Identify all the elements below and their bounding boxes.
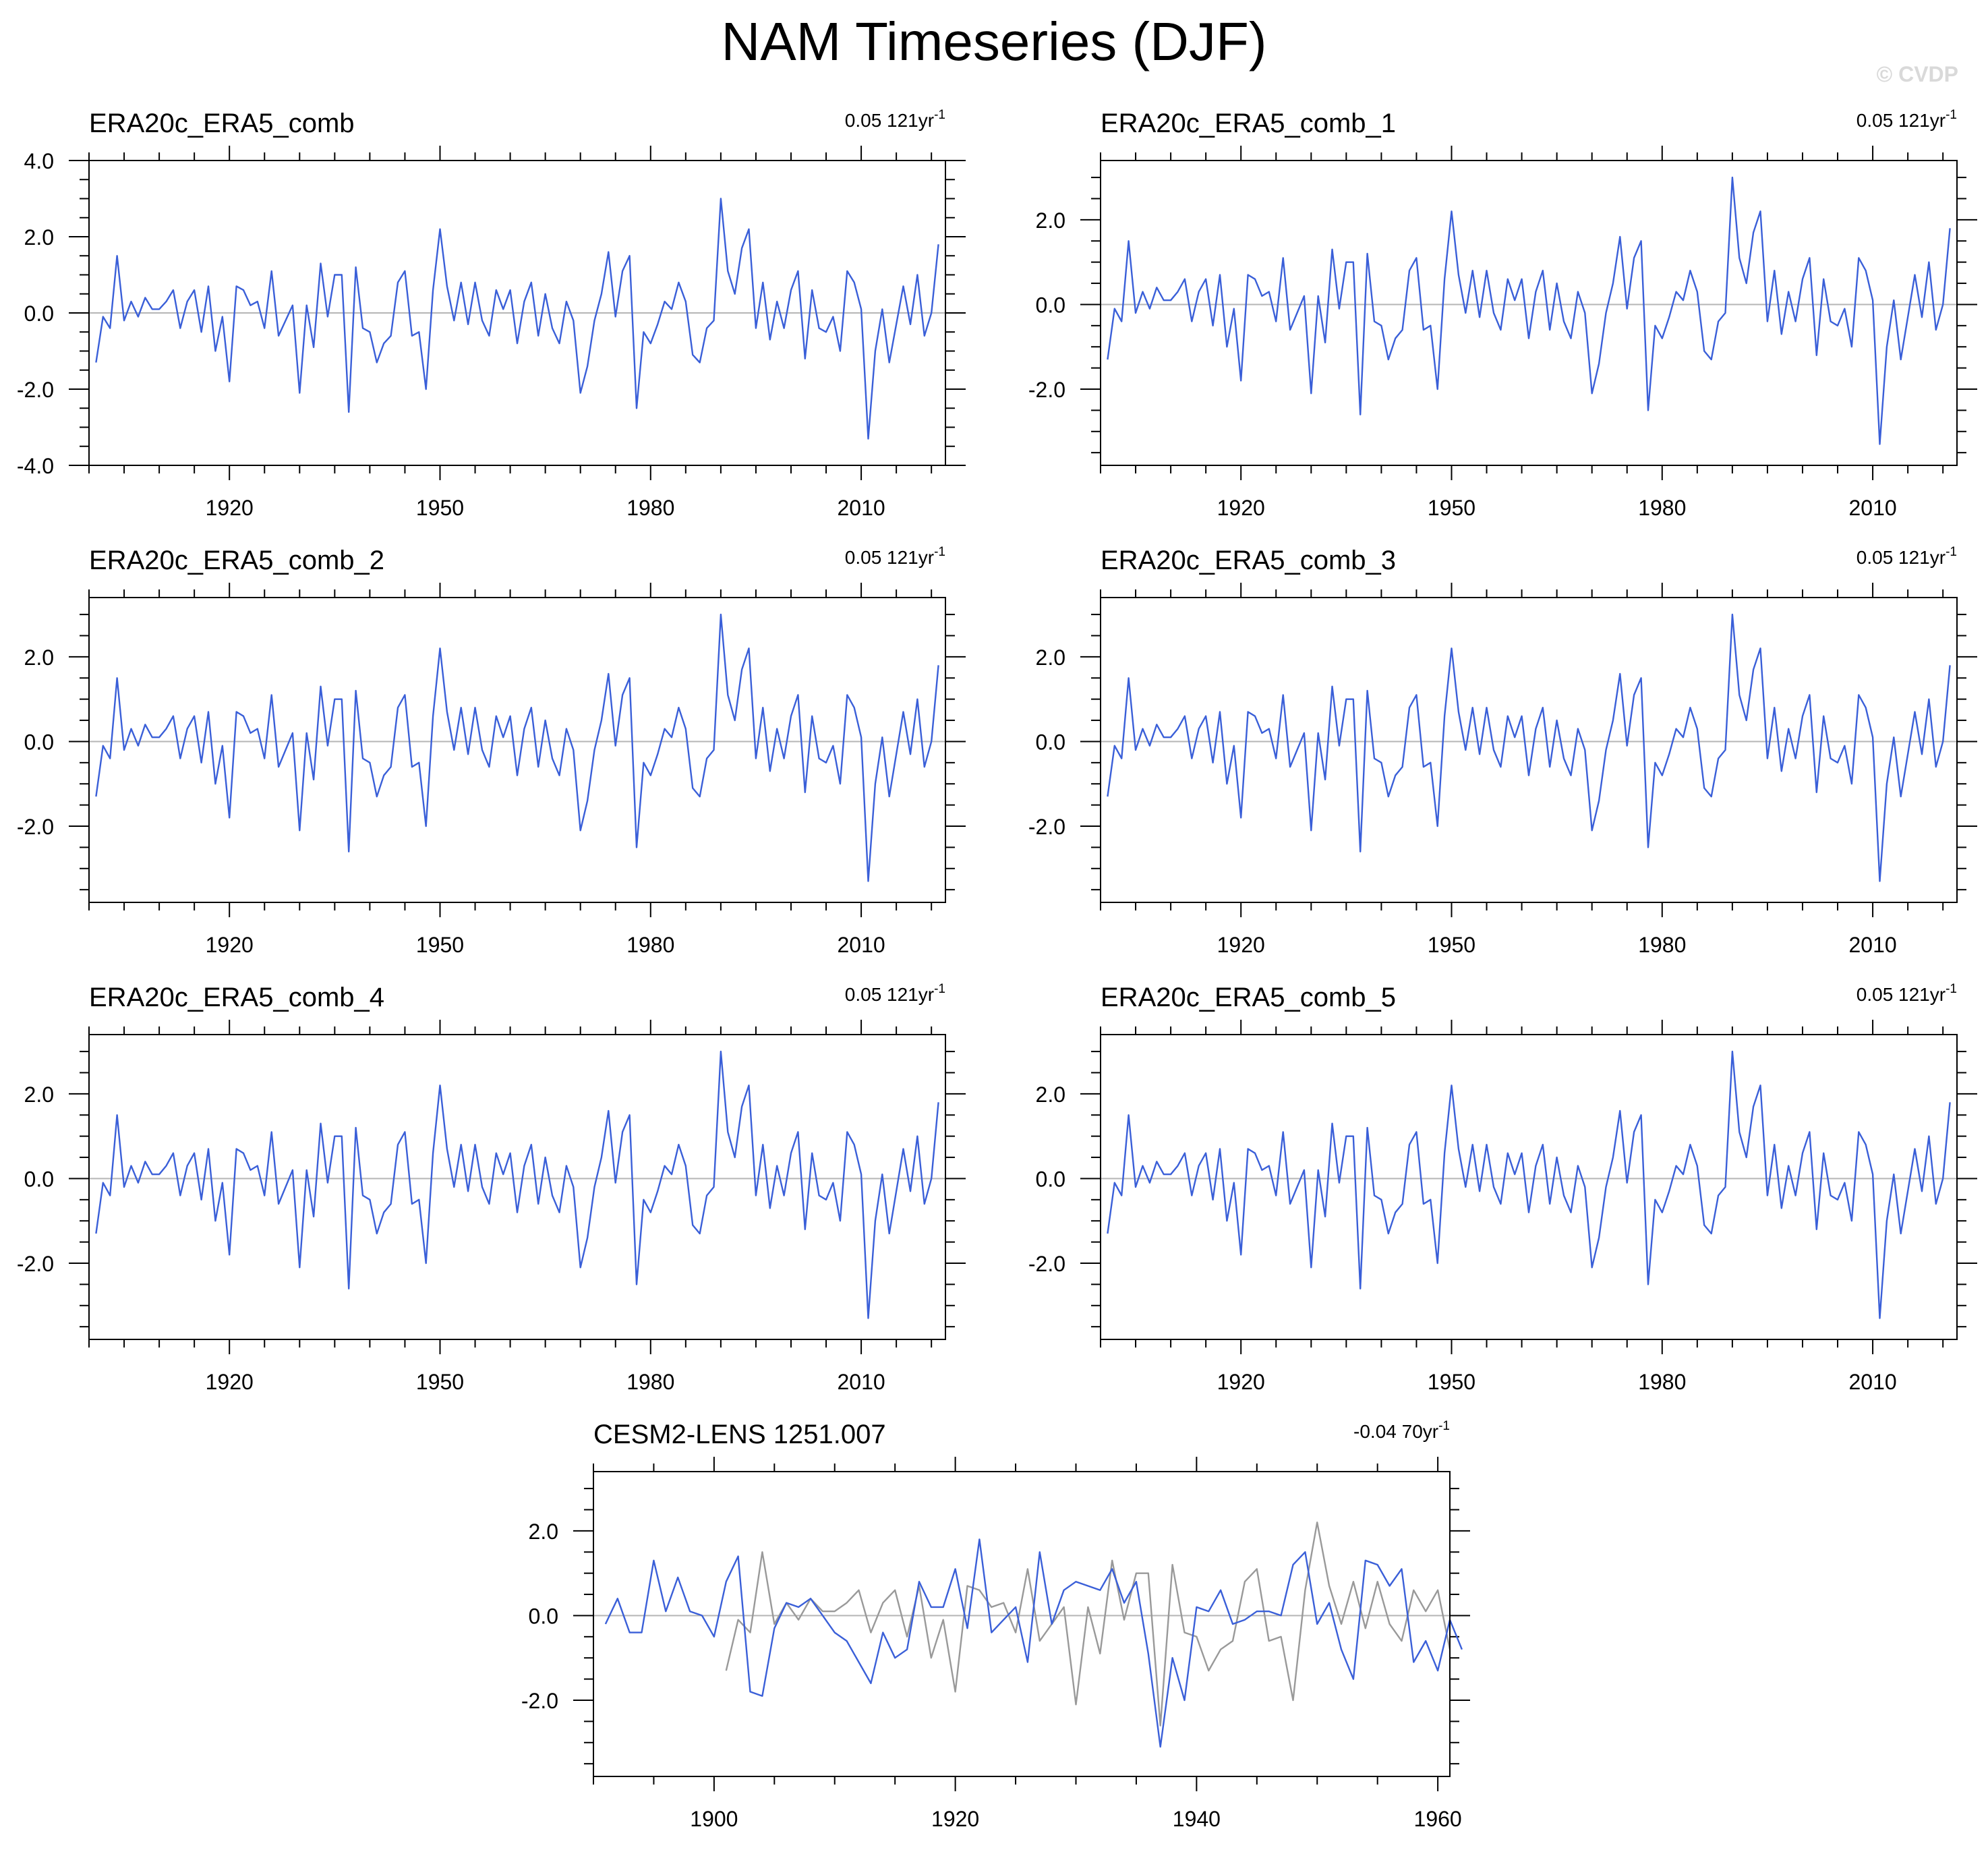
chart-panel-1: ERA20c_ERA5_comb 0.05 121yr-1 -4.0 -2.0 0.0 2… — [17, 108, 966, 520]
x-tick-label: 2010 — [837, 496, 885, 520]
y-tick-label: 0.0 — [1036, 1167, 1065, 1191]
panel-title: ERA20c_ERA5_comb_4 — [89, 983, 384, 1012]
panel-title: ERA20c_ERA5_comb_3 — [1101, 546, 1396, 575]
x-tick-label: 1920 — [206, 496, 254, 520]
x-tick-label: 2010 — [837, 1370, 885, 1394]
y-tick-label: -2.0 — [17, 378, 54, 402]
y-tick-label: 0.0 — [24, 730, 54, 754]
x-tick-label: 1920 — [1217, 1370, 1265, 1394]
y-tick-label: 2.0 — [24, 225, 54, 250]
x-tick-label: 1920 — [931, 1807, 979, 1831]
trend-label: 0.05 121yr-1 — [845, 108, 945, 131]
y-tick-label: 0.0 — [24, 1167, 54, 1191]
chart-panel-2: ERA20c_ERA5_comb_1 0.05 121yr-1 -2.0 0.0 2.0… — [1028, 108, 1977, 520]
y-tick-label: 2.0 — [24, 1082, 54, 1107]
series-line-model — [95, 613, 939, 882]
y-tick-label: 2.0 — [1036, 208, 1065, 233]
y-tick-label: -2.0 — [521, 1689, 558, 1713]
cvdp-watermark: © CVDP — [1876, 62, 1958, 86]
panel-title: ERA20c_ERA5_comb_2 — [89, 546, 384, 575]
x-tick-label: 1950 — [1428, 496, 1475, 520]
plot-frame — [1100, 597, 1958, 903]
chart-panel-4: ERA20c_ERA5_comb_3 0.05 121yr-1 -2.0 0.0 2.0… — [1028, 545, 1977, 957]
y-tick-label: -2.0 — [17, 815, 54, 839]
x-tick-label: 1920 — [206, 933, 254, 957]
panel-title: ERA20c_ERA5_comb — [89, 109, 355, 138]
x-tick-label: 1940 — [1173, 1807, 1221, 1831]
x-tick-label: 2010 — [837, 933, 885, 957]
panel-title: ERA20c_ERA5_comb_5 — [1101, 983, 1396, 1012]
x-tick-label: 1950 — [1428, 1370, 1475, 1394]
x-tick-label: 1960 — [1414, 1807, 1462, 1831]
x-tick-label: 1980 — [626, 496, 674, 520]
y-tick-label: 4.0 — [24, 149, 54, 173]
x-tick-label: 1920 — [1217, 933, 1265, 957]
y-tick-label: -2.0 — [17, 1252, 54, 1276]
y-tick-label: 0.0 — [529, 1604, 558, 1628]
panel-title: CESM2-LENS 1251.007 — [593, 1420, 886, 1449]
trend-label: 0.05 121yr-1 — [845, 982, 945, 1005]
page-title: NAM Timeseries (DJF) — [721, 11, 1267, 71]
trend-label: 0.05 121yr-1 — [1857, 545, 1957, 568]
y-tick-label: 2.0 — [1036, 645, 1065, 670]
y-tick-label: -2.0 — [1028, 378, 1065, 402]
x-tick-label: 1920 — [206, 1370, 254, 1394]
x-tick-label: 1980 — [626, 1370, 674, 1394]
plot-frame — [593, 1471, 1451, 1777]
plot-frame — [88, 597, 946, 903]
x-tick-label: 1950 — [416, 1370, 464, 1394]
series-line-model — [604, 1538, 1463, 1748]
chart-panel-7: CESM2-LENS 1251.007 -0.04 70yr-1 -2.0 0.0 2.… — [521, 1419, 1470, 1831]
series-line-model — [1107, 176, 1951, 445]
plot-frame — [88, 160, 946, 466]
x-tick-label: 1950 — [416, 933, 464, 957]
series-line-model — [95, 1050, 939, 1319]
x-tick-label: 2010 — [1848, 1370, 1896, 1394]
plot-frame — [1100, 160, 1958, 466]
trend-label: 0.05 121yr-1 — [845, 545, 945, 568]
x-tick-label: 1900 — [690, 1807, 738, 1831]
trend-label: -0.04 70yr-1 — [1353, 1419, 1450, 1442]
y-tick-label: -4.0 — [17, 454, 54, 478]
x-tick-label: 1950 — [1428, 933, 1475, 957]
x-tick-label: 1980 — [1638, 1370, 1686, 1394]
y-tick-label: 0.0 — [1036, 293, 1065, 317]
y-tick-label: 2.0 — [529, 1519, 558, 1544]
trend-label: 0.05 121yr-1 — [1857, 108, 1957, 131]
x-tick-label: 1980 — [1638, 496, 1686, 520]
chart-panel-6: ERA20c_ERA5_comb_5 0.05 121yr-1 -2.0 0.0 2.0… — [1028, 982, 1977, 1394]
x-tick-label: 1980 — [626, 933, 674, 957]
series-line-model — [1107, 613, 1951, 882]
x-tick-label: 1950 — [416, 496, 464, 520]
x-tick-label: 1980 — [1638, 933, 1686, 957]
x-tick-label: 1920 — [1217, 496, 1265, 520]
y-tick-label: 0.0 — [1036, 730, 1065, 754]
plot-frame — [88, 1034, 946, 1340]
chart-panel-3: ERA20c_ERA5_comb_2 0.05 121yr-1 -2.0 0.0 2.0… — [17, 545, 966, 957]
x-tick-label: 2010 — [1848, 496, 1896, 520]
x-tick-label: 2010 — [1848, 933, 1896, 957]
y-tick-label: -2.0 — [1028, 1252, 1065, 1276]
series-line-model — [1107, 1050, 1951, 1319]
trend-label: 0.05 121yr-1 — [1857, 982, 1957, 1005]
series-line-model — [95, 198, 939, 440]
chart-panel-5: ERA20c_ERA5_comb_4 0.05 121yr-1 -2.0 0.0 2.0… — [17, 982, 966, 1394]
plot-frame — [1100, 1034, 1958, 1340]
panel-title: ERA20c_ERA5_comb_1 — [1101, 109, 1396, 138]
y-tick-label: 2.0 — [1036, 1082, 1065, 1107]
y-tick-label: -2.0 — [1028, 815, 1065, 839]
y-tick-label: 0.0 — [24, 301, 54, 326]
y-tick-label: 2.0 — [24, 645, 54, 670]
series-line-observed — [725, 1522, 1451, 1727]
